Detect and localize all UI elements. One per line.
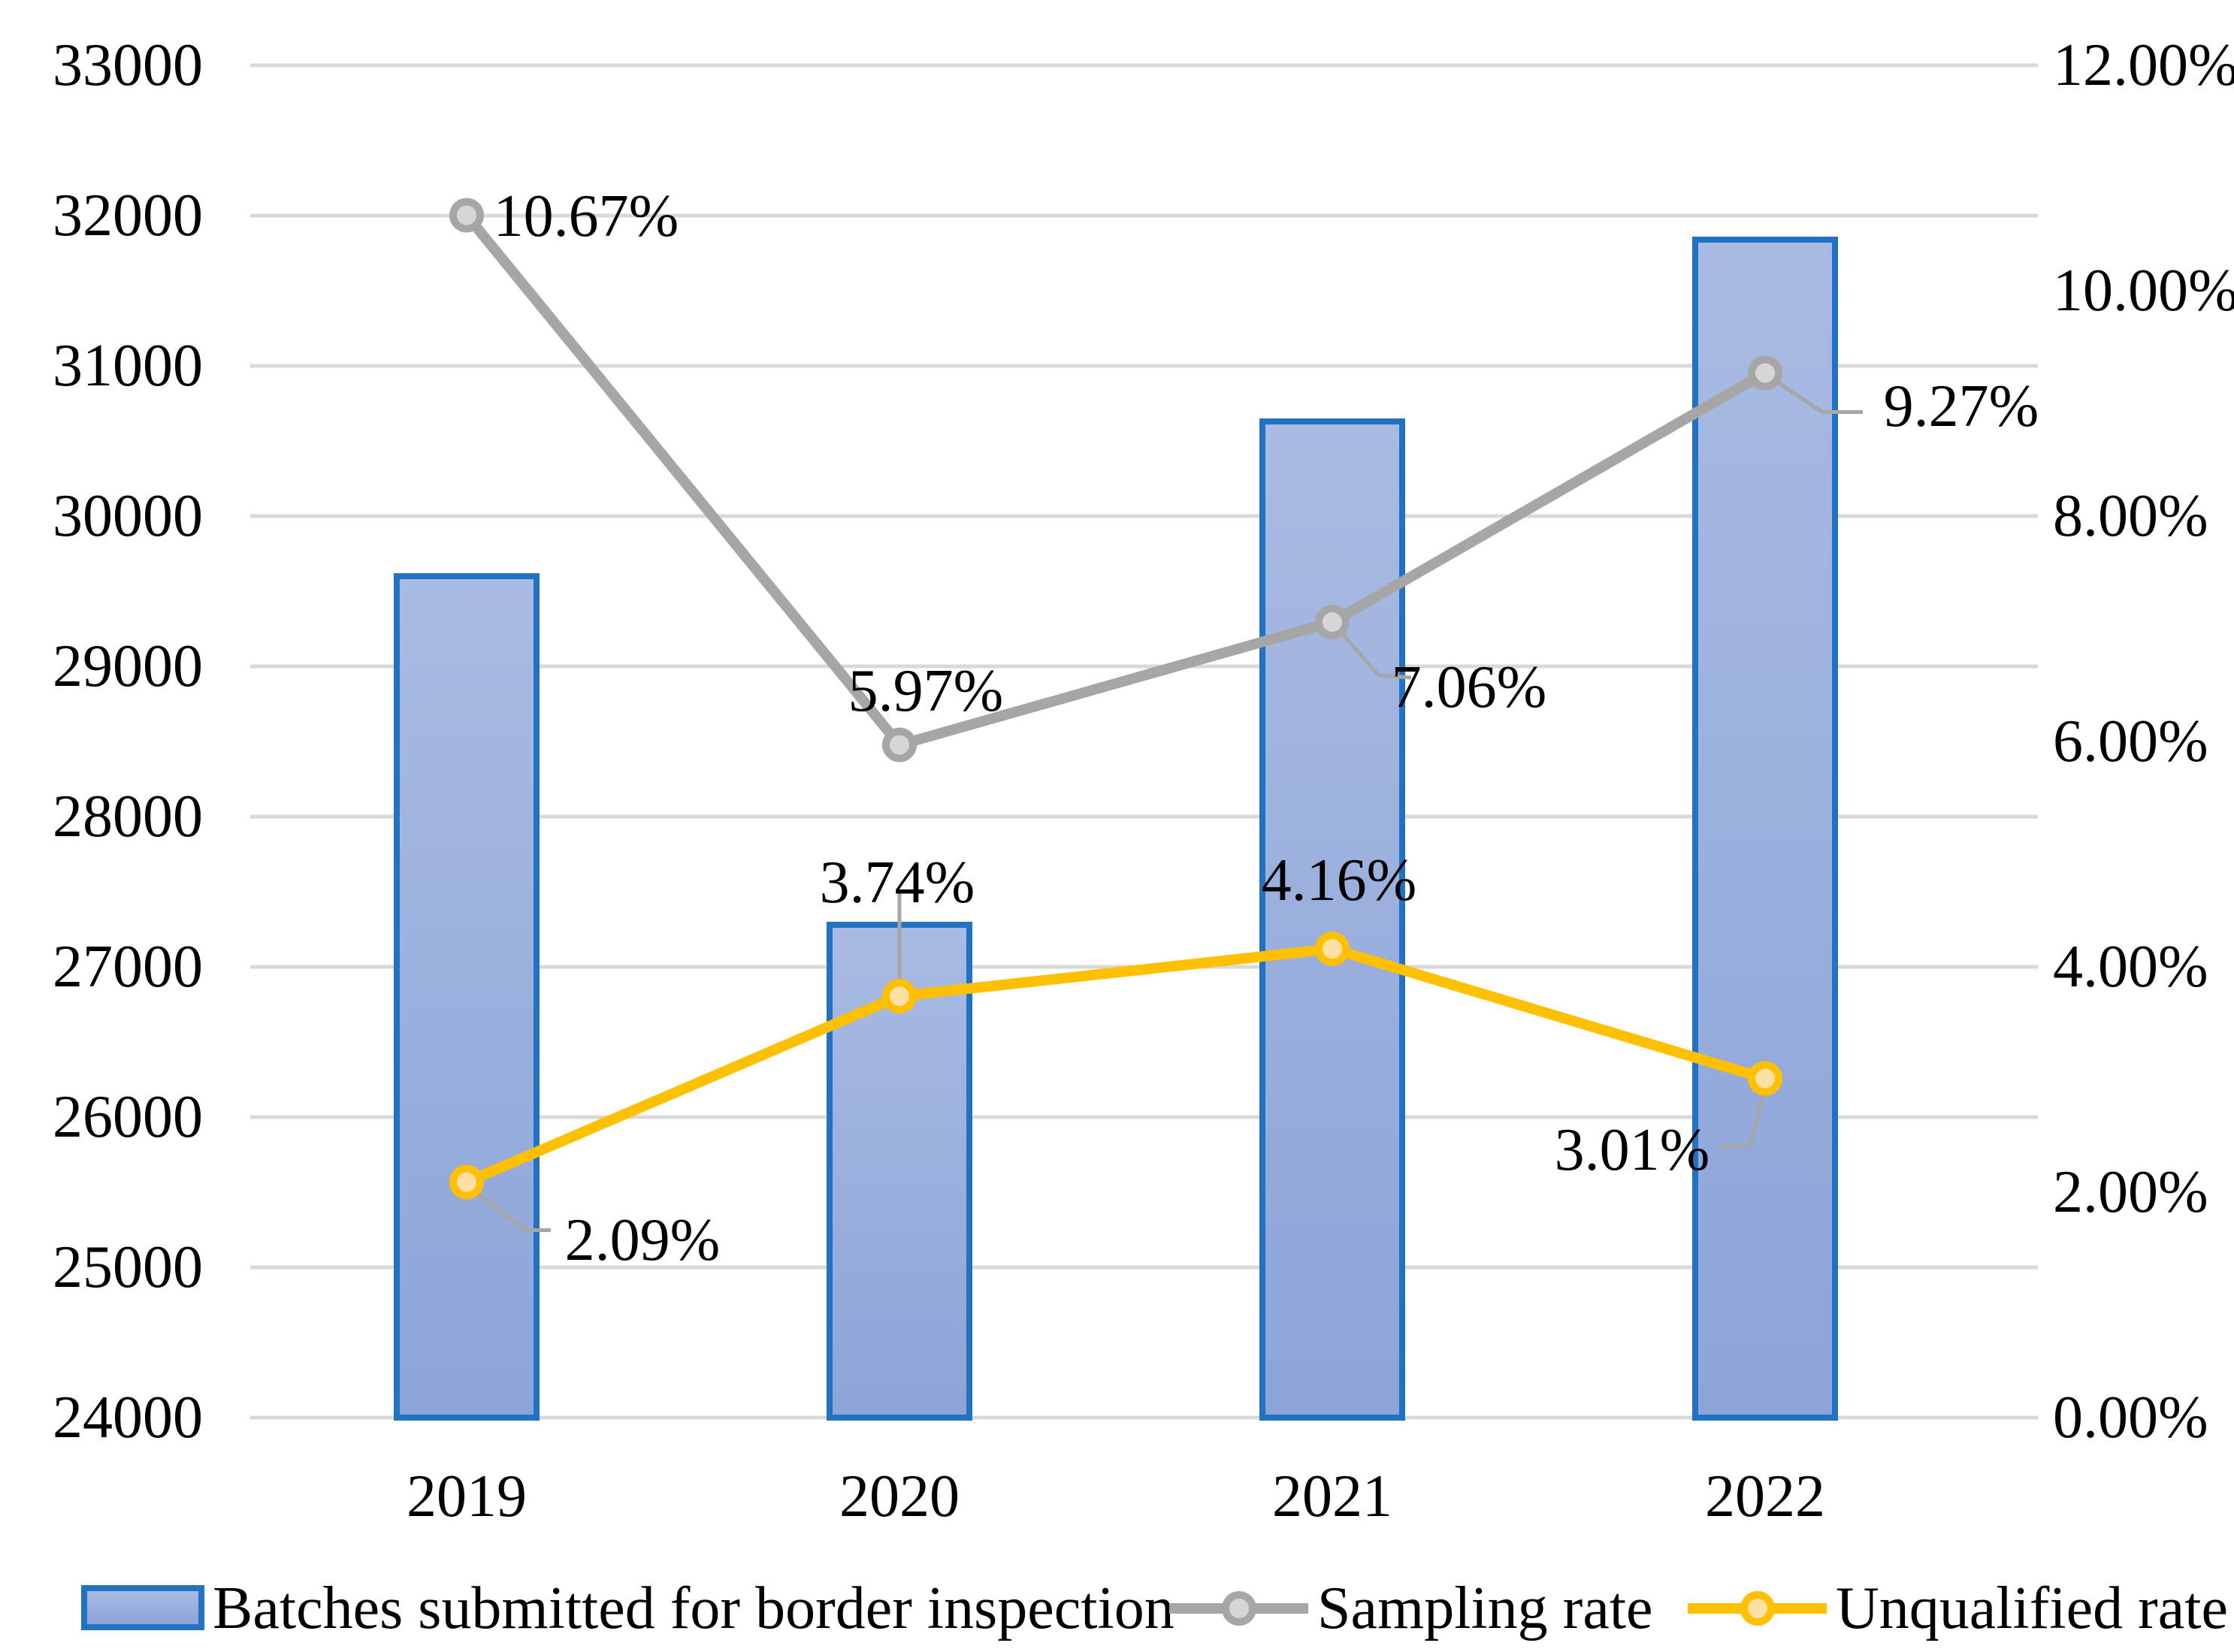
circle-marker-icon [1221, 1591, 1256, 1626]
marker-unqualified-2020 [882, 979, 917, 1013]
data-label-unqualified-2019: 2.09% [564, 1207, 721, 1273]
left-axis-tick-label: 31000 [53, 333, 203, 399]
right-axis-tick-label: 2.00% [2053, 1159, 2208, 1225]
marker-unqualified-2022 [1748, 1061, 1782, 1096]
right-axis-tick-label: 4.00% [2053, 934, 2208, 1000]
legend-label-unqualified: Unqualified rate [1836, 1575, 2228, 1641]
right-axis-tick-label: 0.00% [2053, 1385, 2208, 1451]
marker-sampling-2020 [882, 727, 917, 763]
marker-sampling-2021 [1315, 605, 1350, 639]
line-marker-icon [1169, 1591, 1308, 1626]
legend-label-sampling: Sampling rate [1317, 1575, 1653, 1641]
right-axis-tick-label: 12.00% [2053, 32, 2234, 98]
label-leader-line [471, 1188, 551, 1232]
right-axis-tick-label: 6.00% [2053, 708, 2208, 775]
label-leader-line [1771, 377, 1863, 414]
data-label-unqualified-2021: 4.16% [1261, 847, 1417, 914]
marker-unqualified-2019 [449, 1164, 484, 1200]
x-axis-label-2019: 2019 [407, 1463, 527, 1530]
legend-label-batches: Batches submitted for border inspection [213, 1575, 1174, 1641]
right-axis-tick-label: 8.00% [2053, 483, 2208, 549]
x-axis-label-2021: 2021 [1272, 1463, 1392, 1530]
x-axis-label-2022: 2022 [1705, 1463, 1825, 1530]
bar-2019 [394, 573, 540, 1421]
bar-swatch-icon [81, 1585, 204, 1630]
marker-unqualified-2021 [1315, 932, 1350, 966]
left-axis-tick-label: 29000 [53, 633, 203, 699]
line-sampling-rate [462, 212, 1768, 750]
label-leader-line [1337, 628, 1412, 680]
x-axis-label-2020: 2020 [839, 1463, 960, 1530]
right-axis-tick-label: 10.00% [2053, 258, 2234, 324]
legend: Batches submitted for border inspection … [0, 1575, 2234, 1642]
data-label-sampling-2021: 7.06% [1391, 654, 1547, 720]
bar-2022 [1692, 237, 1838, 1421]
marker-sampling-2022 [1748, 355, 1782, 391]
data-label-unqualified-2022: 3.01% [1554, 1116, 1710, 1183]
left-axis-tick-label: 27000 [53, 934, 203, 1000]
data-label-unqualified-2020: 3.74% [819, 850, 975, 916]
left-axis-tick-label: 33000 [53, 32, 203, 98]
data-label-sampling-2019: 10.67% [493, 183, 679, 249]
left-axis-tick-label: 30000 [53, 483, 203, 549]
left-axis-tick-label: 24000 [53, 1385, 203, 1451]
circle-marker-icon [1740, 1591, 1775, 1626]
marker-sampling-2019 [449, 198, 484, 233]
left-axis-tick-label: 25000 [53, 1234, 203, 1300]
left-axis-tick-label: 26000 [53, 1084, 203, 1150]
label-leader-line [1720, 1083, 1767, 1148]
data-label-sampling-2020: 5.97% [848, 657, 1004, 724]
line-unqualified-rate [464, 944, 1767, 1187]
bar-2021 [1259, 418, 1405, 1421]
left-axis-tick-label: 32000 [53, 183, 203, 249]
data-label-sampling-2022: 9.27% [1883, 373, 2039, 439]
line-marker-icon [1688, 1591, 1827, 1626]
left-axis-tick-label: 28000 [53, 784, 203, 850]
